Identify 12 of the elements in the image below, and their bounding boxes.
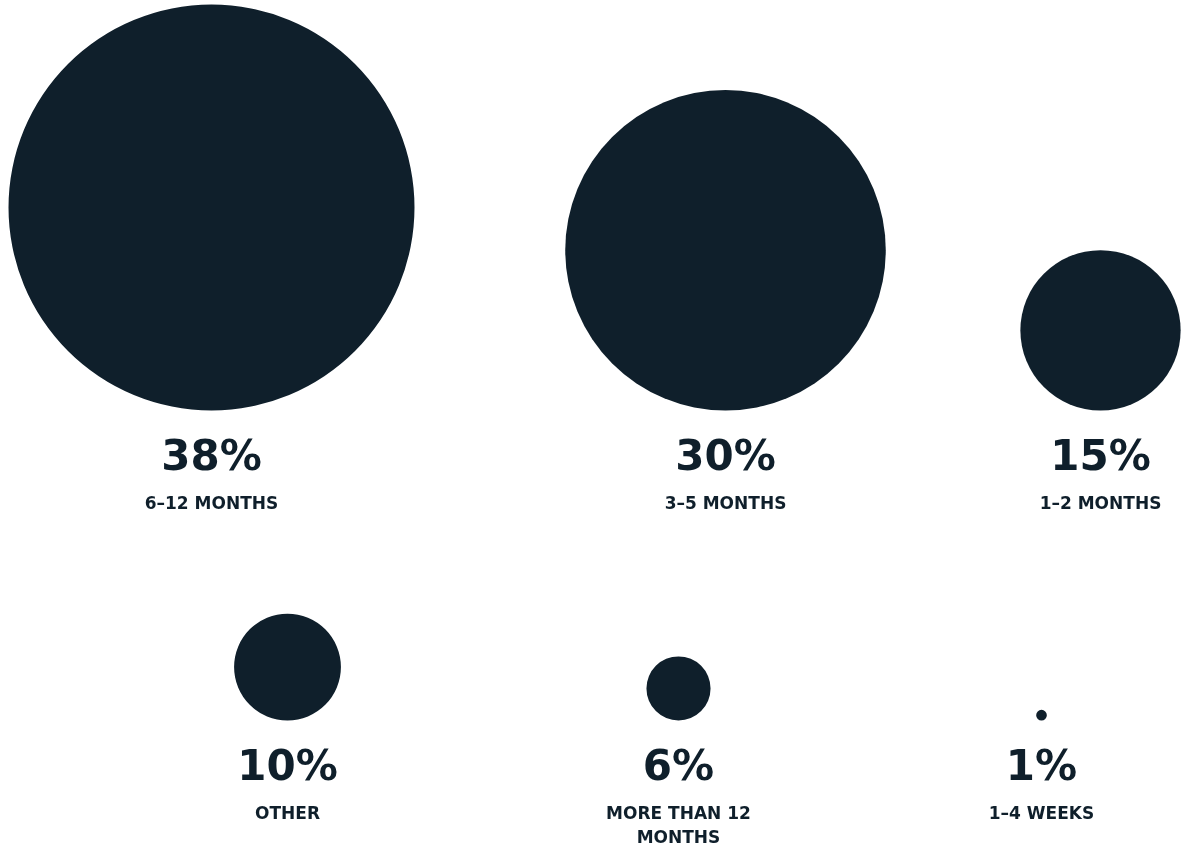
data-label: 6% <box>642 741 715 790</box>
category-label: 1–2 MONTHS <box>1039 492 1162 513</box>
data-label: 38% <box>161 431 262 480</box>
category-label: MORE THAN 12 MONTHS <box>606 802 751 847</box>
category-label: 1–4 WEEKS <box>988 802 1095 823</box>
category-label: OTHER <box>255 802 320 823</box>
data-label: 15% <box>1050 431 1151 480</box>
category-label: 3–5 MONTHS <box>664 492 787 513</box>
data-label: 30% <box>675 431 776 480</box>
data-label: 1% <box>1005 741 1078 790</box>
data-label: 10% <box>237 741 338 790</box>
category-label: 6–12 MONTHS <box>144 492 279 513</box>
